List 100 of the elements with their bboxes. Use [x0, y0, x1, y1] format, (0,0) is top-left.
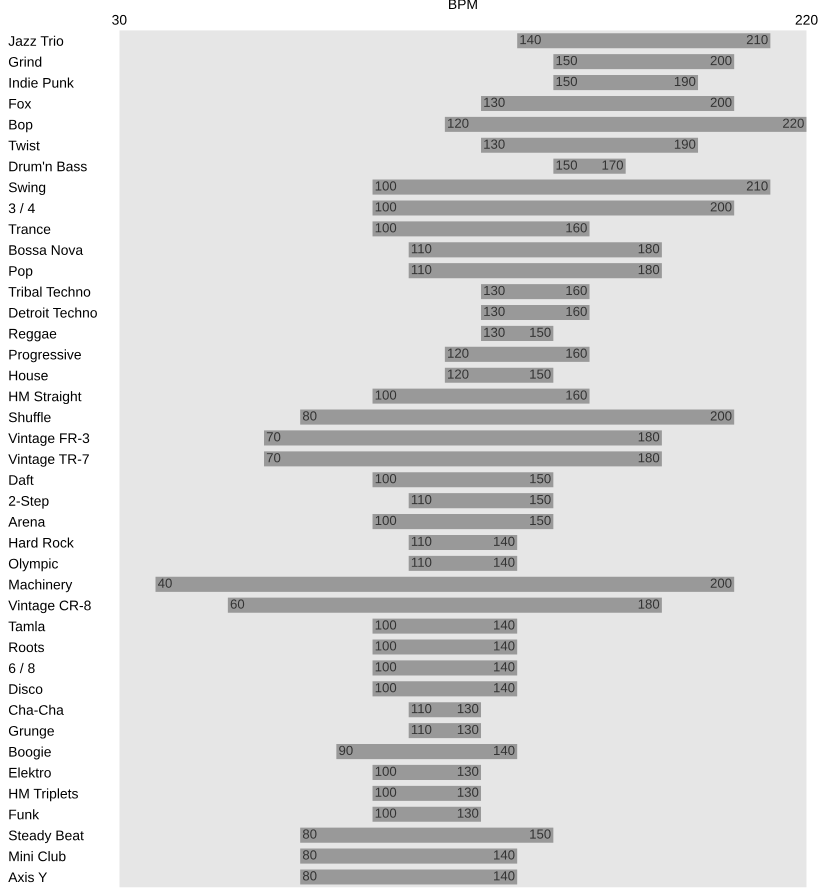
- y-tick-label: Tribal Techno: [8, 286, 90, 297]
- bar: [372, 221, 590, 236]
- y-tick-label: HM Triplets: [9, 788, 78, 802]
- annotation: 100: [376, 641, 396, 651]
- y-tick-label: 6 / 8: [8, 662, 35, 674]
- y-tick-label: Olympic: [8, 558, 58, 572]
- bar: [444, 116, 807, 132]
- bar: [372, 180, 770, 195]
- annotation: 140: [494, 850, 515, 860]
- annotation: 150: [530, 474, 551, 484]
- bar: [372, 764, 482, 780]
- y-tick-label: Trance: [8, 224, 50, 234]
- annotation: 150: [530, 494, 551, 504]
- annotation: 150: [556, 160, 578, 170]
- y-tick-label: Jazz Trio: [8, 36, 64, 46]
- y-tick-label: 2-Step: [8, 496, 49, 509]
- bar: [336, 744, 518, 760]
- x-tick-label: 30: [112, 14, 127, 25]
- bar: [553, 75, 698, 90]
- annotation: 80: [302, 871, 317, 881]
- y-tick-label: Elektro: [9, 767, 51, 778]
- annotation: 110: [412, 704, 432, 714]
- annotation: 160: [566, 390, 587, 400]
- annotation: 120: [448, 348, 469, 358]
- annotation: 210: [746, 34, 768, 44]
- annotation: 150: [530, 328, 551, 337]
- bar: [156, 576, 734, 592]
- y-tick-label: Steady Beat: [8, 830, 84, 844]
- y-tick-label: Twist: [8, 140, 40, 150]
- annotation: 180: [638, 244, 660, 254]
- y-tick-label: Boogie: [9, 746, 51, 760]
- annotation: 130: [458, 704, 478, 714]
- annotation: 180: [638, 432, 660, 442]
- annotation: 190: [674, 139, 696, 149]
- annotation: 100: [376, 683, 396, 692]
- bar: [228, 598, 662, 613]
- annotation: 120: [448, 369, 469, 379]
- annotation: 160: [566, 306, 587, 316]
- y-tick-label: Axis Y: [8, 872, 48, 882]
- y-tick-label: Pop: [9, 266, 32, 279]
- annotation: 40: [158, 578, 172, 588]
- bar: [408, 534, 518, 550]
- y-tick-label: 3 / 4: [8, 202, 35, 214]
- annotation: 220: [783, 118, 804, 128]
- annotation: 130: [484, 306, 505, 316]
- annotation: 140: [494, 558, 515, 567]
- annotation: 140: [494, 662, 515, 672]
- bar: [372, 786, 482, 801]
- y-tick-label: Hard Rock: [9, 537, 74, 548]
- bar: [300, 410, 734, 425]
- annotation: 200: [710, 98, 732, 108]
- annotation: 100: [376, 474, 396, 484]
- annotation: 190: [674, 76, 696, 86]
- bar: [481, 138, 698, 153]
- y-tick-label: Roots: [9, 642, 44, 652]
- annotation: 180: [638, 264, 660, 274]
- bar: [517, 33, 770, 48]
- annotation: 100: [376, 181, 396, 191]
- y-tick-label: Shuffle: [8, 412, 51, 422]
- bar: [408, 493, 554, 508]
- annotation: 160: [566, 348, 587, 358]
- y-tick-label: Reggae: [9, 328, 56, 342]
- bar: [372, 200, 734, 216]
- annotation: 150: [530, 829, 551, 839]
- annotation: 160: [566, 286, 587, 296]
- annotation: 100: [376, 620, 396, 630]
- annotation: 80: [302, 850, 317, 860]
- annotation: 200: [710, 56, 732, 66]
- annotation: 110: [412, 558, 432, 567]
- bar: [372, 388, 590, 404]
- bar: [408, 556, 518, 571]
- annotation: 110: [412, 494, 432, 504]
- bar: [372, 660, 518, 676]
- bar: [300, 869, 518, 885]
- bar: [408, 263, 662, 278]
- bar: [444, 368, 554, 383]
- y-tick-label: Funk: [9, 809, 40, 820]
- y-tick-label: Cha-Cha: [8, 704, 64, 715]
- y-tick-label: Vintage FR-3: [8, 432, 90, 446]
- annotation: 130: [458, 788, 478, 797]
- y-tick-label: Bossa Nova: [9, 245, 84, 255]
- annotation: 140: [494, 746, 515, 756]
- annotation: 180: [638, 599, 660, 609]
- bar: [408, 242, 662, 258]
- annotation: 180: [638, 453, 660, 462]
- annotation: 160: [566, 223, 587, 232]
- annotation: 130: [484, 139, 505, 149]
- annotation: 80: [302, 411, 317, 421]
- bar: [372, 681, 518, 696]
- annotation: 110: [412, 724, 432, 734]
- y-tick-label: Machinery: [9, 579, 72, 592]
- annotation: 110: [412, 536, 432, 546]
- bar: [300, 848, 518, 864]
- annotation: 100: [376, 390, 396, 400]
- annotation: 130: [484, 286, 505, 296]
- annotation: 70: [266, 432, 280, 442]
- annotation: 130: [458, 724, 478, 734]
- y-tick-label: Progressive: [9, 349, 81, 362]
- annotation: 140: [494, 641, 515, 651]
- y-tick-label: Mini Club: [9, 851, 66, 862]
